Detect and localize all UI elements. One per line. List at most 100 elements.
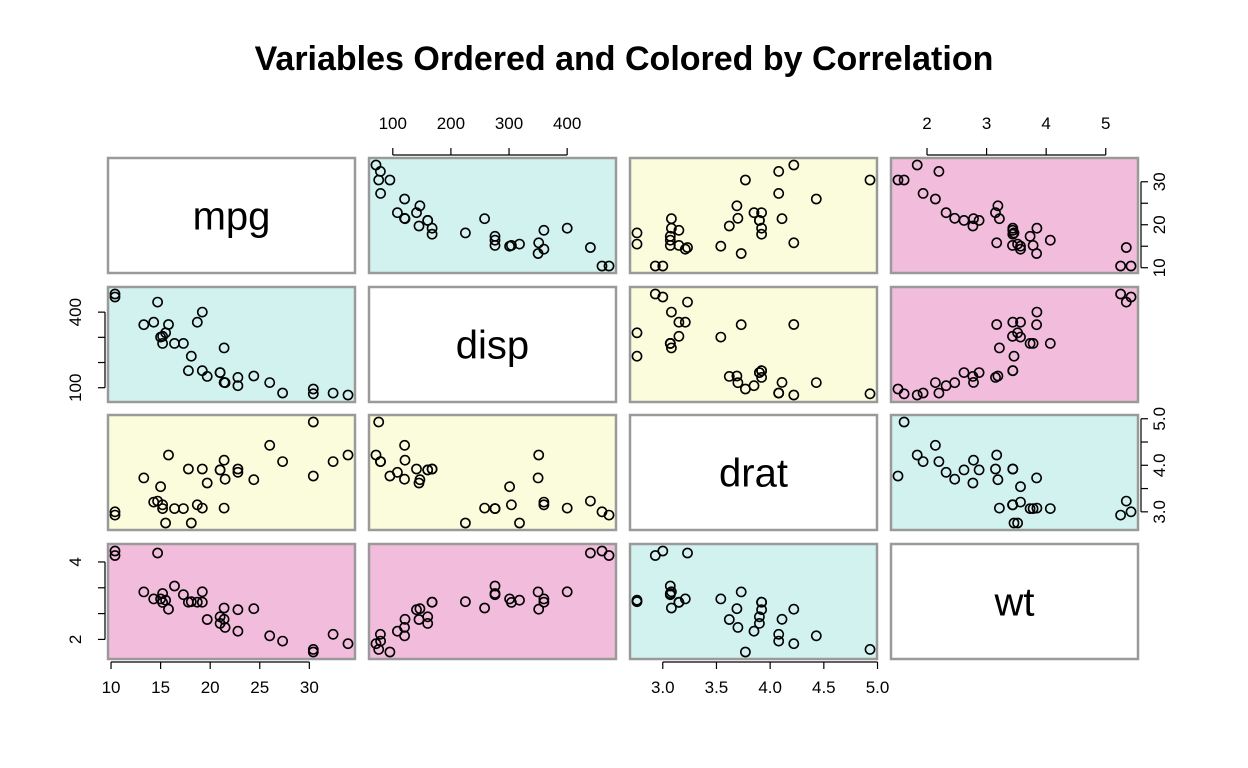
data-point: [479, 602, 490, 614]
data-point: [177, 503, 189, 514]
data-point: [933, 456, 945, 467]
data-point: [968, 376, 979, 388]
data-point: [514, 517, 525, 529]
data-point: [109, 509, 121, 521]
data-point: [731, 200, 743, 212]
panel-background: [630, 287, 877, 402]
data-point: [157, 503, 168, 514]
data-point: [307, 388, 319, 400]
chart-title: Variables Ordered and Colored by Correla…: [255, 40, 994, 78]
data-point: [788, 638, 800, 650]
tick-label: 300: [495, 114, 523, 133]
data-point: [384, 470, 396, 482]
data-point: [740, 383, 751, 395]
data-point: [949, 473, 961, 485]
panel-frame: [628, 413, 879, 532]
data-point: [248, 474, 260, 486]
data-point: [384, 174, 396, 186]
data-point: [157, 337, 168, 349]
data-point: [375, 456, 386, 467]
data-point: [1120, 242, 1132, 253]
data-point: [219, 622, 231, 633]
data-point: [666, 586, 677, 598]
data-point: [169, 580, 180, 592]
data-point: [163, 449, 174, 461]
data-point: [218, 602, 230, 614]
panel-mpg-vs-drat: [628, 156, 879, 275]
data-point: [1007, 365, 1019, 377]
data-point: [735, 586, 747, 598]
data-point: [504, 593, 515, 605]
tick-label: 10: [1150, 258, 1169, 277]
data-point: [1015, 240, 1026, 252]
panel-disp-vs-drat: [628, 285, 879, 404]
data-point: [218, 502, 230, 514]
data-point: [264, 377, 276, 388]
data-point: [375, 635, 386, 647]
tick-label: 5.0: [1150, 407, 1169, 431]
data-point: [788, 603, 800, 615]
data-point: [679, 316, 691, 328]
data-point: [327, 387, 339, 399]
data-point: [196, 306, 208, 318]
data-point: [892, 383, 904, 395]
data-point: [218, 613, 230, 625]
right-axis-mpg: 10 20 30: [1140, 172, 1169, 277]
tick-label: 400: [553, 114, 581, 133]
data-point: [973, 214, 985, 226]
panel-frame: [889, 285, 1140, 404]
top-axis-wt: 2 3 4 5: [922, 114, 1110, 156]
data-point: [810, 193, 822, 205]
tick-label: 100: [379, 114, 407, 133]
data-point: [232, 463, 244, 475]
panel-background: [369, 287, 616, 402]
data-point: [911, 449, 923, 461]
panel-frame: [367, 156, 618, 275]
data-point: [1007, 330, 1018, 342]
bottom-axis-drat: 3.0 3.5 4.0 4.5 5.0: [651, 661, 889, 697]
data-point: [776, 376, 788, 388]
data-point: [657, 545, 669, 557]
data-point: [898, 416, 910, 428]
data-point: [967, 220, 979, 232]
data-point: [933, 387, 945, 399]
diagonal-label-mpg: mpg: [193, 195, 271, 239]
data-point: [664, 337, 676, 349]
data-point: [277, 387, 288, 399]
tick-label: 4.0: [758, 678, 782, 697]
data-point: [422, 464, 434, 476]
data-point: [1125, 260, 1137, 272]
panel-frame: [628, 285, 879, 404]
data-point: [585, 495, 596, 507]
data-point: [992, 370, 1004, 382]
data-point: [657, 291, 669, 303]
data-point: [631, 227, 643, 239]
data-point: [773, 628, 785, 640]
data-point: [109, 550, 121, 561]
panel-frame: [628, 542, 879, 661]
data-point: [399, 439, 410, 451]
data-point: [504, 240, 515, 252]
panel-background: [891, 287, 1138, 402]
data-point: [411, 207, 422, 219]
data-point: [1027, 337, 1039, 349]
data-point: [327, 456, 339, 467]
panel-mpg-vs-mpg: mpg: [106, 156, 357, 275]
data-point: [426, 463, 438, 475]
data-point: [561, 502, 573, 514]
left-axis-wt: 24: [66, 557, 106, 644]
data-point: [756, 222, 767, 234]
diagonal-label-disp: disp: [456, 324, 529, 368]
panel-frame: [367, 285, 618, 404]
data-point: [773, 387, 785, 399]
data-point: [788, 237, 800, 249]
panel-background: [630, 415, 877, 530]
tick-label: 4.0: [1150, 453, 1169, 477]
data-point: [160, 517, 171, 529]
data-point: [538, 224, 550, 236]
data-point: [664, 234, 676, 246]
data-point: [596, 545, 608, 557]
panel-background: [891, 544, 1138, 659]
data-point: [373, 416, 385, 428]
